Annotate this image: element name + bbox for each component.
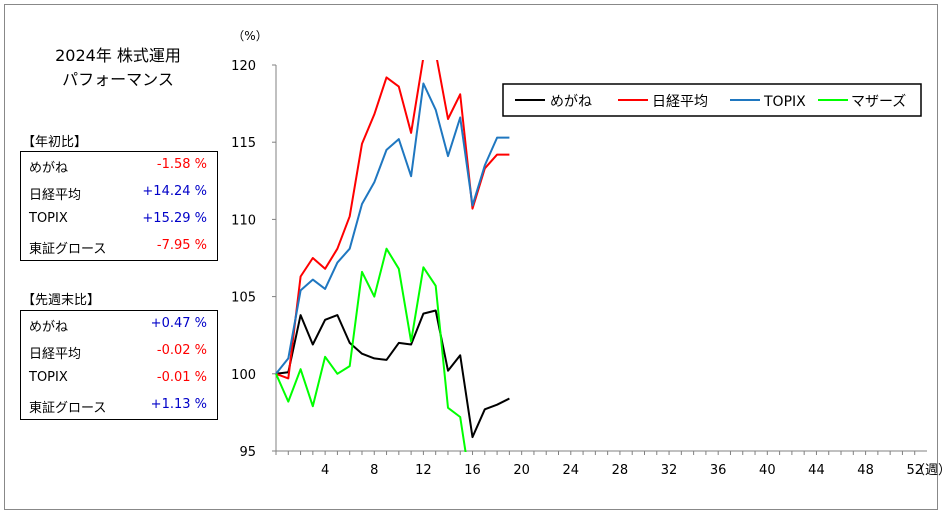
legend-label: マザーズ [851, 94, 906, 110]
legend-label: めがね [550, 94, 592, 110]
ytd-row: めがね -1.58 % [21, 152, 217, 179]
ytd-row: 日経平均 +14.24 % [21, 179, 217, 206]
wow-row: 東証グロース +1.13 % [21, 392, 217, 419]
x-tick-label: 48 [857, 463, 874, 478]
legend-label: TOPIX [763, 94, 806, 110]
wow-name: めがね [29, 320, 69, 335]
x-tick-label: 40 [759, 463, 776, 478]
y-tick-label: 115 [231, 136, 256, 151]
wow-name: 日経平均 [29, 347, 82, 362]
chart-frame [4, 4, 938, 510]
ytd-name: 東証グロース [29, 242, 107, 257]
ytd-value: -1.58 % [156, 157, 207, 172]
ytd-value: -7.95 % [156, 238, 207, 253]
wow-box: めがね +0.47 % 日経平均 -0.02 % TOPIX -0.01 % 東… [20, 310, 218, 420]
title-line-1: 2024年 株式運用 [55, 46, 181, 65]
series-line [275, 60, 510, 380]
x-tick-label: 28 [612, 463, 629, 478]
ytd-box: めがね -1.58 % 日経平均 +14.24 % TOPIX +15.29 %… [20, 151, 218, 261]
x-tick-label: 16 [464, 463, 481, 478]
ytd-name: 日経平均 [29, 188, 82, 203]
chart-series [275, 60, 510, 452]
ytd-value: +14.24 % [142, 184, 207, 199]
y-tick-label: 110 [231, 213, 256, 228]
ytd-row: TOPIX +15.29 % [21, 206, 217, 233]
x-axis-label: （週） [912, 463, 944, 478]
x-tick-label: 24 [563, 463, 580, 478]
x-tick-label: 20 [513, 463, 530, 478]
wow-row: めがね +0.47 % [21, 311, 217, 338]
series-line [275, 82, 510, 375]
x-tick-label: 44 [808, 463, 825, 478]
wow-name: TOPIX [29, 370, 68, 385]
wow-value: -0.01 % [156, 370, 207, 385]
x-tick-label: 8 [370, 463, 378, 478]
y-tick-label: 120 [231, 59, 256, 74]
x-tick-label: 12 [415, 463, 432, 478]
x-tick-label: 32 [661, 463, 678, 478]
wow-value: +0.47 % [150, 316, 207, 331]
title-line-2: パフォーマンス [62, 70, 174, 89]
y-tick-label: 100 [231, 368, 256, 383]
chart-legend: めがね 日経平均 TOPIX マザーズ [502, 83, 922, 117]
y-axis-label: （%） [232, 29, 267, 43]
chart-title: 2024年 株式運用 パフォーマンス [38, 44, 198, 92]
x-tick-label: 4 [321, 463, 329, 478]
wow-label: 【先週末比】 [22, 293, 101, 308]
series-line [275, 309, 510, 439]
ytd-value: +15.29 % [142, 211, 207, 226]
wow-value: -0.02 % [156, 343, 207, 358]
wow-name: 東証グロース [29, 401, 107, 416]
wow-row: TOPIX -0.01 % [21, 365, 217, 392]
ytd-row: 東証グロース -7.95 % [21, 233, 217, 260]
x-tick-label: 52 [906, 463, 923, 478]
series-line [275, 247, 467, 452]
ytd-label: 【年初比】 [22, 135, 88, 150]
legend-box [502, 83, 922, 117]
legend-label: 日経平均 [652, 94, 708, 110]
ytd-name: めがね [29, 161, 69, 176]
ytd-name: TOPIX [29, 211, 68, 226]
y-tick-label: 105 [231, 291, 256, 306]
x-tick-label: 36 [710, 463, 727, 478]
wow-value: +1.13 % [150, 397, 207, 412]
wow-row: 日経平均 -0.02 % [21, 338, 217, 365]
y-tick-label: 95 [239, 445, 256, 460]
